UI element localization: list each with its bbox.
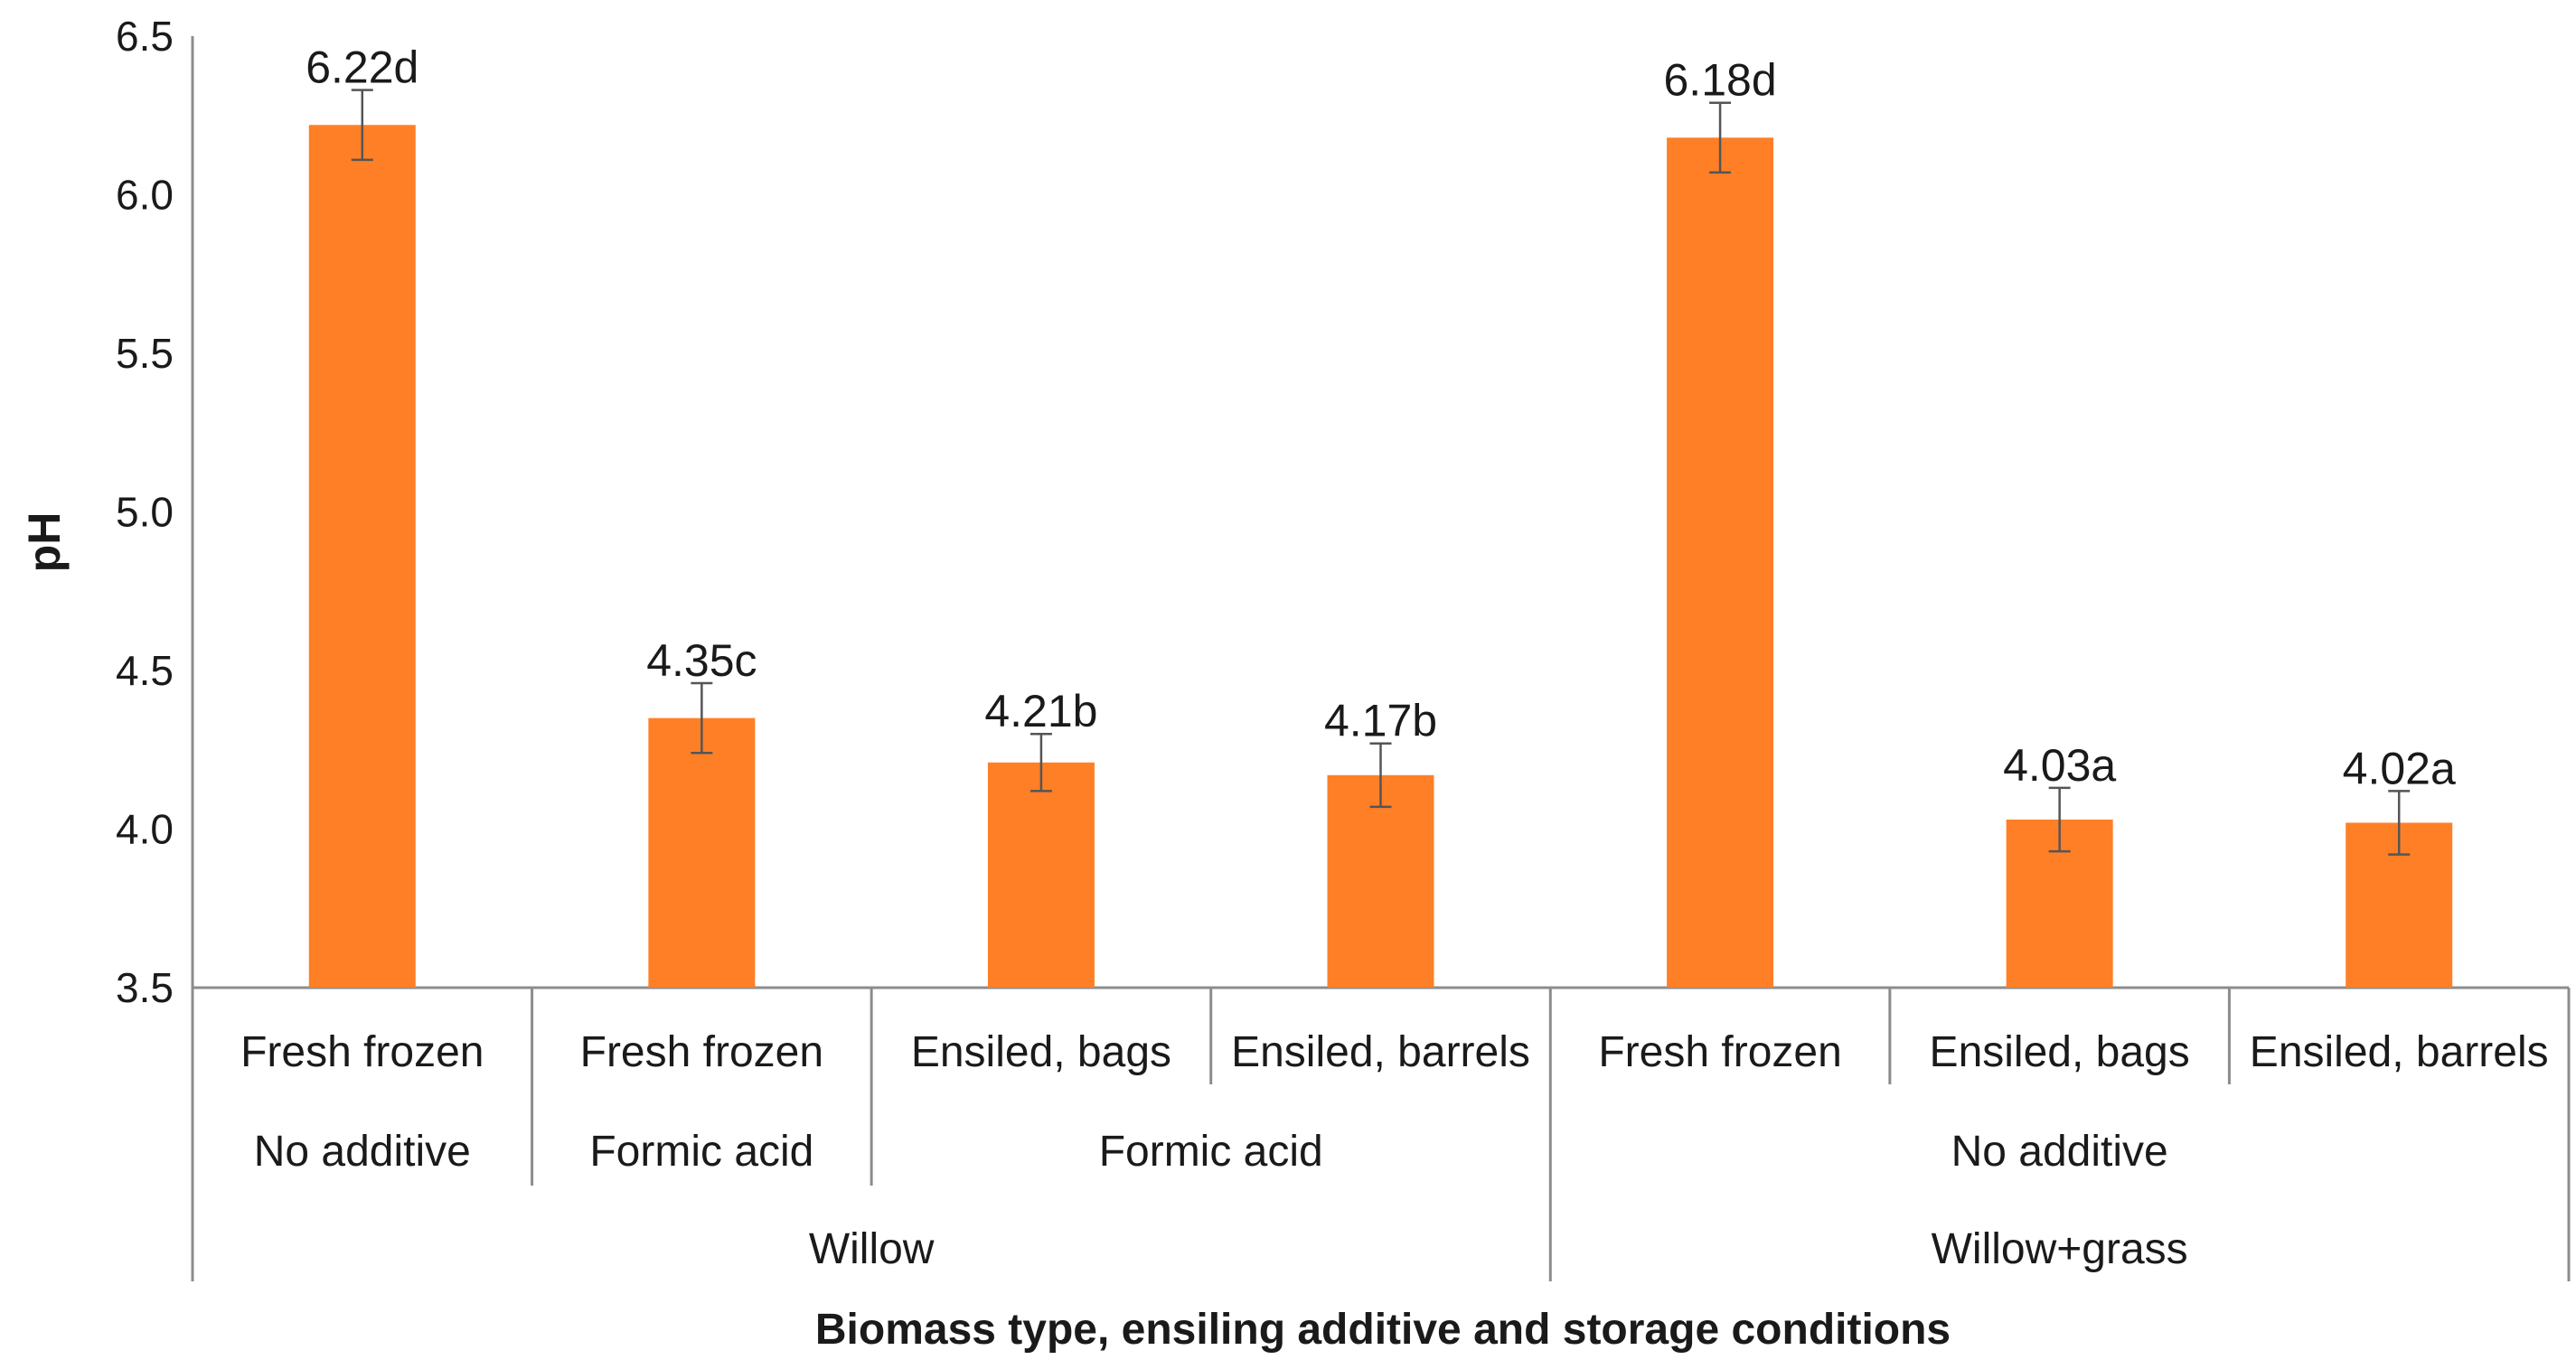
category-label: Ensiled, bags (911, 1028, 1171, 1076)
biomass-group-label: Willow (809, 1225, 935, 1273)
additive-group-label: Formic acid (589, 1128, 813, 1176)
bar (1327, 774, 1434, 988)
group-labels: No additive Formic acid Formic acid No addi… (191, 988, 2571, 1281)
additive-group-label: No additive (254, 1128, 471, 1176)
y-axis-title: pH (19, 512, 70, 573)
y-tick-label: 6.5 (116, 13, 174, 60)
y-tick-label: 4.5 (116, 647, 174, 694)
category-label: Fresh frozen (240, 1028, 484, 1076)
error-bars (351, 89, 2411, 856)
data-label: 4.21b (984, 686, 1097, 736)
data-label: 4.02a (2343, 743, 2456, 793)
y-tick-labels: 3.5 4.0 4.5 5.0 5.5 6.0 6.5 (116, 13, 174, 1011)
bar (308, 125, 416, 988)
bar (1667, 137, 1774, 988)
x-axis-title: Biomass type, ensiling additive and stor… (815, 1306, 1951, 1354)
data-label: 6.18d (1664, 55, 1777, 106)
category-label: Ensiled, barrels (2250, 1028, 2549, 1076)
y-tick-label: 6.0 (116, 172, 174, 219)
category-label: Fresh frozen (580, 1028, 823, 1076)
data-labels: 6.22d 4.35c 4.21b 4.17b 6.18d 4.03a 4.02a (306, 42, 2456, 794)
category-labels: Fresh frozen Fresh frozen Ensiled, bags Ens… (240, 1028, 2549, 1076)
bar (648, 717, 756, 988)
data-label: 4.17b (1324, 696, 1437, 746)
additive-group-label: Formic acid (1099, 1128, 1323, 1176)
data-label: 4.35c (646, 635, 757, 686)
additive-group-label: No additive (1951, 1128, 2168, 1176)
bar (987, 762, 1095, 988)
category-label: Ensiled, bags (1930, 1028, 2190, 1076)
data-label: 4.03a (2003, 740, 2116, 791)
y-tick-label: 5.0 (116, 489, 174, 536)
biomass-group-label: Willow+grass (1932, 1225, 2188, 1273)
category-label: Ensiled, barrels (1231, 1028, 1530, 1076)
data-label: 6.22d (306, 42, 418, 93)
y-tick-label: 5.5 (116, 330, 174, 377)
y-tick-label: 3.5 (116, 964, 174, 1011)
category-label: Fresh frozen (1598, 1028, 1841, 1076)
bars (308, 125, 2453, 988)
y-tick-label: 4.0 (116, 806, 174, 853)
